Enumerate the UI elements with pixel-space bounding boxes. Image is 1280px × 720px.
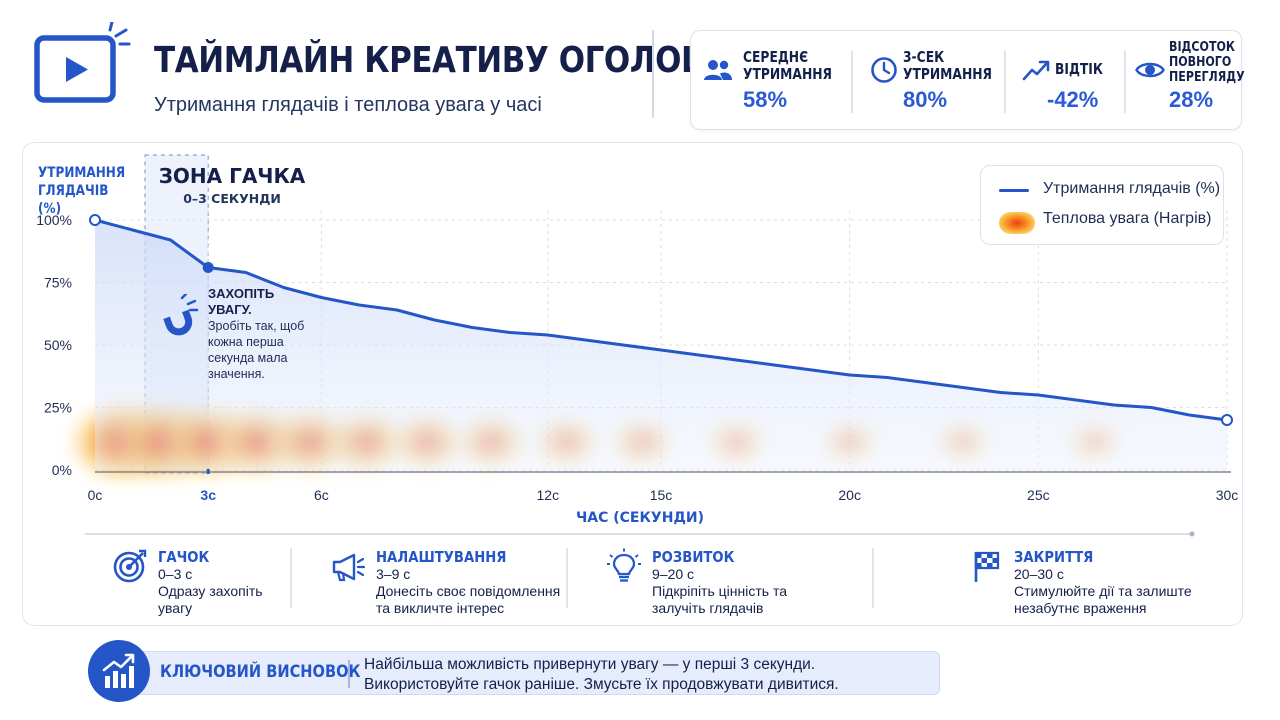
growth-chart-icon bbox=[88, 640, 150, 702]
header-divider bbox=[652, 30, 654, 118]
kpi-label: УТРИМАННЯ bbox=[743, 65, 833, 83]
highlight-point bbox=[202, 262, 214, 273]
kpi-label: ПЕРЕГЛЯДУ bbox=[1169, 69, 1245, 85]
legend-label: Утримання глядачів (%) bbox=[1043, 180, 1221, 197]
magnet-icon bbox=[160, 292, 200, 338]
hook-note-title: УВАГУ. bbox=[208, 302, 252, 317]
people-icon bbox=[703, 55, 733, 85]
phase-desc: Стимулюйте дії та залиште незабутнє враж… bbox=[1014, 583, 1192, 616]
takeaway-text: Найбільша можливість привернути увагу — … bbox=[364, 656, 839, 693]
kpi-dropoff: ВІДТІК -42% bbox=[1021, 31, 1131, 131]
hook-zone-title: ЗОНА ГАЧКА bbox=[158, 164, 306, 188]
phase-setup: НАЛАШТУВАННЯ 3–9 с Донесіть своє повідом… bbox=[330, 546, 570, 618]
phase-range: 9–20 с bbox=[652, 566, 695, 582]
legend-item-retention: Утримання глядачів (%) bbox=[999, 180, 1220, 200]
phase-range: 3–9 с bbox=[376, 566, 411, 582]
kpi-value: 58% bbox=[743, 87, 788, 112]
y-axis-title: УТРИМАННЯ ГЛЯДАЧІВ (%) bbox=[38, 165, 126, 217]
phase-range: 20–30 с bbox=[1014, 566, 1064, 582]
hook-note-title: ЗАХОПІТЬ bbox=[208, 286, 275, 301]
x-tick-label: 25с bbox=[1027, 487, 1050, 503]
kpi-value: 80% bbox=[903, 87, 948, 112]
eye-icon bbox=[1135, 55, 1165, 85]
phase-title: РОЗВИТОК bbox=[652, 548, 735, 566]
y-tick-label: 50% bbox=[44, 337, 72, 353]
kpi-panel: СЕРЕДНЄ УТРИМАННЯ 58% 3-СЕК УТРИМАННЯ 80… bbox=[690, 30, 1245, 131]
megaphone-icon bbox=[330, 548, 366, 584]
target-icon bbox=[112, 548, 148, 584]
kpi-label: ВІДТІК bbox=[1055, 60, 1103, 78]
phase-closing: ЗАКРИТТЯ 20–30 с Стимулюйте дії та залиш… bbox=[968, 546, 1208, 618]
legend-line-swatch bbox=[999, 189, 1029, 192]
clock-icon bbox=[869, 55, 899, 85]
x-axis-title: ЧАС (СЕКУНДИ) bbox=[575, 510, 705, 526]
kpi-label: СЕРЕДНЄ bbox=[743, 48, 809, 66]
kpi-divider bbox=[851, 51, 853, 113]
phase-desc: Одразу захопіть увагу bbox=[158, 583, 263, 616]
x-tick-label: 12с bbox=[537, 487, 560, 503]
phase-title: НАЛАШТУВАННЯ bbox=[376, 548, 507, 566]
kpi-full-view: ВІДСОТОК ПОВНОГО ПЕРЕГЛЯДУ 28% bbox=[1135, 31, 1245, 131]
phase-desc: Підкріпіть цінність та залучіть глядачів bbox=[652, 583, 787, 616]
axis-end-dot bbox=[1189, 531, 1195, 537]
kpi-divider bbox=[1004, 51, 1006, 113]
x-tick-label: 6с bbox=[314, 487, 329, 503]
phase-title: ГАЧОК bbox=[158, 548, 210, 566]
phase-develop: РОЗВИТОК 9–20 с Підкріпіть цінність та з… bbox=[606, 546, 846, 618]
retention-area bbox=[95, 220, 1227, 470]
lightbulb-icon bbox=[606, 548, 642, 584]
legend-label: Теплова увага (Нагрів) bbox=[1043, 210, 1212, 227]
kpi-label: УТРИМАННЯ bbox=[903, 65, 993, 83]
phase-range: 0–3 с bbox=[158, 566, 193, 582]
phase-desc: Донесіть своє повідомлення та викличте і… bbox=[376, 583, 561, 616]
kpi-label: 3-СЕК bbox=[903, 48, 945, 66]
takeaway-bar bbox=[118, 651, 940, 695]
phase-divider bbox=[290, 548, 292, 608]
kpi-avg-retention: СЕРЕДНЄ УТРИМАННЯ 58% bbox=[701, 31, 851, 131]
phase-title: ЗАКРИТТЯ bbox=[1014, 548, 1094, 566]
x-tick-label: 0с bbox=[88, 487, 103, 503]
hook-note-body: Зробіть так, щоб кожна перша секунда мал… bbox=[208, 319, 305, 381]
kpi-divider bbox=[1124, 51, 1126, 113]
phase-hook: ГАЧОК 0–3 с Одразу захопіть увагу bbox=[112, 546, 292, 618]
y-tick-label: 75% bbox=[44, 275, 72, 291]
page-subtitle: Утримання глядачів і теплова увага у час… bbox=[154, 94, 542, 116]
y-tick-label: 0% bbox=[52, 462, 72, 478]
hook-zone-subtitle: 0–3 СЕКУНДИ bbox=[183, 191, 281, 206]
trend-up-icon bbox=[1021, 55, 1051, 85]
highlight-point bbox=[1221, 414, 1233, 426]
legend-heat-swatch bbox=[999, 212, 1035, 234]
x-tick-label: 20с bbox=[838, 487, 861, 503]
x-tick-label: 30с bbox=[1216, 487, 1239, 503]
takeaway-divider bbox=[348, 660, 350, 688]
kpi-3sec-retention: 3-СЕК УТРИМАННЯ 80% bbox=[869, 31, 1009, 131]
legend-item-heat: Теплова увага (Нагрів) bbox=[999, 210, 1213, 234]
phase-divider bbox=[566, 548, 568, 608]
video-play-icon bbox=[32, 20, 132, 108]
takeaway-label: КЛЮЧОВИЙ ВИСНОВОК bbox=[160, 662, 361, 682]
kpi-label: ПОВНОГО bbox=[1169, 54, 1232, 70]
x-tick-label: 15с bbox=[650, 487, 673, 503]
x-tick-label: 3с bbox=[200, 487, 216, 503]
flag-icon bbox=[968, 548, 1004, 584]
highlight-point bbox=[89, 214, 101, 226]
kpi-value: 28% bbox=[1169, 87, 1214, 112]
y-tick-label: 100% bbox=[36, 212, 72, 228]
retention-line bbox=[94, 218, 1228, 422]
y-tick-label: 25% bbox=[44, 400, 72, 416]
kpi-value: -42% bbox=[1047, 87, 1099, 112]
kpi-label: ВІДСОТОК bbox=[1169, 39, 1235, 55]
chart-legend: Утримання глядачів (%) Теплова увага (На… bbox=[980, 165, 1224, 245]
phase-divider bbox=[872, 548, 874, 608]
